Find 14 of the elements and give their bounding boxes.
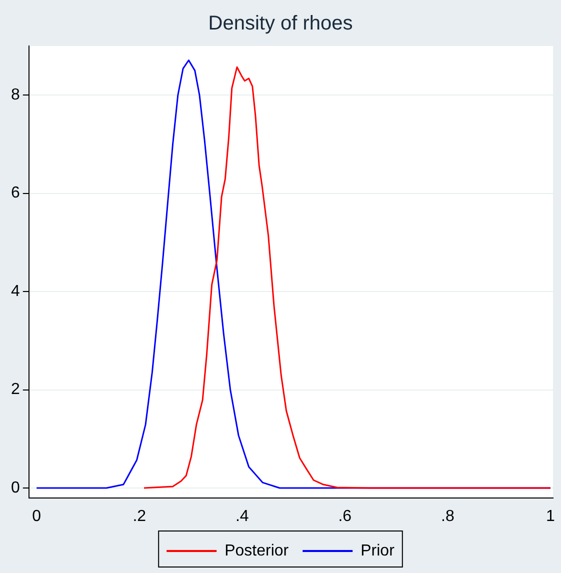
legend-label: Posterior — [224, 542, 290, 560]
y-tick-label: 0 — [10, 479, 20, 496]
x-tick-label: 0 — [32, 508, 42, 525]
x-tick-label: .6 — [338, 508, 352, 525]
y-tick-label: 8 — [10, 86, 20, 104]
chart-title: Density of rhoes — [208, 12, 353, 35]
y-tick-label: 2 — [10, 381, 20, 398]
y-tick-label: 6 — [10, 184, 20, 202]
x-tick-label: .4 — [235, 508, 249, 525]
legend-label: Prior — [360, 542, 396, 560]
x-tick-label: .2 — [132, 508, 146, 525]
x-tick-label: 1 — [546, 508, 555, 525]
y-tick-label: 4 — [10, 282, 20, 300]
x-tick-label: .8 — [440, 508, 454, 525]
